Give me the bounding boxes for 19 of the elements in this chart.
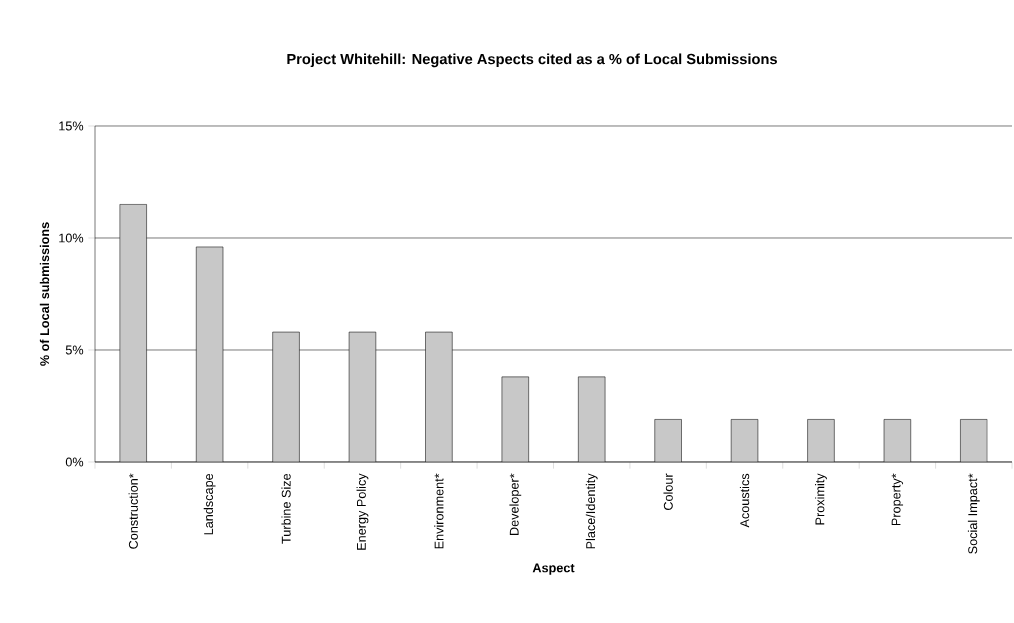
x-tick-label: Acoustics <box>739 473 750 528</box>
x-tick-label: Turbine Size <box>281 473 291 544</box>
x-axis-title: Aspect <box>532 563 575 575</box>
x-tick-label: Developer* <box>509 473 522 535</box>
x-tick-label: Colour <box>663 473 673 511</box>
y-tick-label: 0% <box>65 457 84 467</box>
x-tick-label: Property* <box>891 473 904 526</box>
y-axis-title: % of Local submissions <box>39 222 50 366</box>
x-tick-label: Proximity <box>815 473 827 525</box>
x-tick-label: Construction* <box>128 473 138 549</box>
x-tick-label: Environment* <box>434 473 444 549</box>
y-tick-label: 10% <box>59 233 84 243</box>
y-tick-label: 15% <box>59 121 84 131</box>
x-tick-label: Energy Policy <box>356 473 369 550</box>
y-tick-label: 5% <box>65 345 84 355</box>
x-tick-label: Place/Identity <box>585 473 598 549</box>
x-tick-label: Social Impact* <box>967 473 980 554</box>
x-tick-label: Landscape <box>203 473 216 535</box>
chart-title: Project Whitehill: Negative Aspects cited as a % of Local Submissions <box>287 53 777 68</box>
